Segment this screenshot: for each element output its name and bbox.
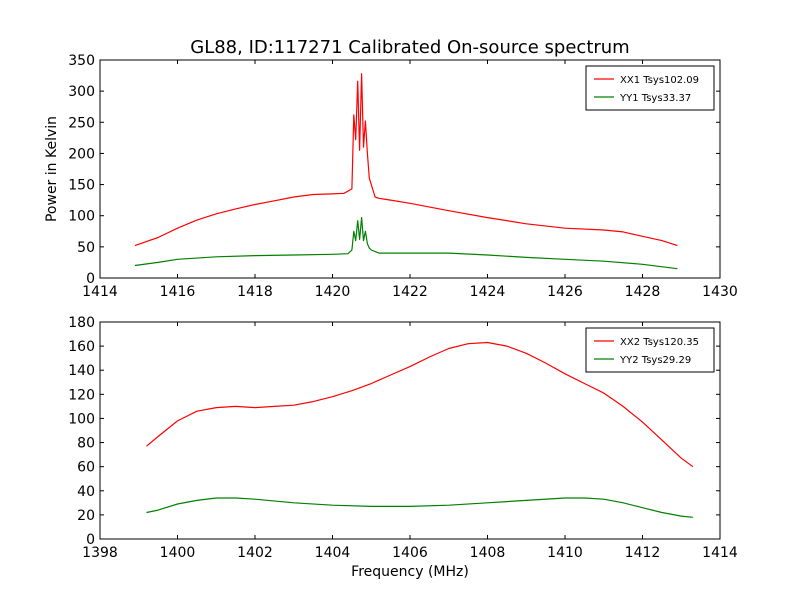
top-x-axis: 1414 1416 1418 1420 1422 1424 1426 1428 1430 <box>82 60 738 300</box>
bottom-x-tick-label: 1400 <box>160 545 196 561</box>
top-y-tick-label: 50 <box>77 240 95 256</box>
bottom-x-tick-label: 1408 <box>470 545 506 561</box>
top-y-tick-label: 150 <box>68 178 95 194</box>
bottom-y-tick-label: 20 <box>77 508 95 524</box>
top-series-line-2 <box>134 217 678 270</box>
top-series-line-1 <box>134 73 678 247</box>
bottom-plot: 1398 1400 1402 1404 1406 1408 1410 1412 1414 0 20… <box>68 315 738 580</box>
bottom-x-tick-label: 1404 <box>315 545 351 561</box>
bottom-y-tick-label: 60 <box>77 460 95 476</box>
bottom-x-tick-label: 1410 <box>547 545 583 561</box>
bottom-legend-box <box>585 327 715 373</box>
top-x-tick-label: 1426 <box>547 284 583 300</box>
bottom-legend-entry: XX2 Tsys120.35 <box>620 337 699 348</box>
top-x-tick-label: 1430 <box>702 284 738 300</box>
chart-title: GL88, ID:117271 Calibrated On-source spe… <box>190 37 629 58</box>
bottom-x-tick-label: 1406 <box>392 545 428 561</box>
bottom-y-tick-label: 80 <box>77 436 95 452</box>
top-legend-entry: YY1 Tsys33.37 <box>619 93 691 104</box>
top-plot-series <box>134 73 678 270</box>
bottom-y-tick-label: 0 <box>86 532 95 548</box>
bottom-y-tick-label: 100 <box>68 411 95 427</box>
bottom-y-tick-label: 40 <box>77 484 95 500</box>
bottom-plot-frame <box>99 321 721 540</box>
top-legend-entry: XX1 Tsys102.09 <box>620 75 699 86</box>
bottom-y-tick-label: 180 <box>68 315 95 331</box>
bottom-y-tick-label: 120 <box>68 387 95 403</box>
top-legend-box <box>585 65 715 111</box>
bottom-x-tick-label: 1414 <box>702 545 738 561</box>
top-x-tick-label: 1416 <box>160 284 196 300</box>
top-x-tick-label: 1424 <box>470 284 506 300</box>
bottom-legend-entry: YY2 Tsys29.29 <box>619 355 691 366</box>
top-y-axis: 0 50 100 150 200 250 300 350 <box>68 53 720 287</box>
bottom-series-line-2 <box>146 497 693 518</box>
bottom-legend: XX2 Tsys120.35 YY2 Tsys29.29 <box>585 327 715 373</box>
top-plot: 1414 1416 1418 1420 1422 1424 1426 1428 1430 0 50… <box>44 53 738 300</box>
bottom-y-axis: 0 20 40 60 80 100 120 140 160 180 <box>68 315 720 548</box>
top-legend: XX1 Tsys102.09 YY1 Tsys33.37 <box>585 65 715 111</box>
top-y-axis-label: Power in Kelvin <box>44 116 60 222</box>
bottom-x-tick-label: 1412 <box>625 545 661 561</box>
bottom-series-line-1 <box>146 341 694 468</box>
bottom-plot-series <box>146 341 694 518</box>
top-y-tick-label: 300 <box>68 84 95 100</box>
top-x-tick-label: 1414 <box>82 284 118 300</box>
top-plot-frame <box>99 59 721 279</box>
top-x-tick-label: 1428 <box>625 284 661 300</box>
top-x-tick-label: 1422 <box>392 284 428 300</box>
bottom-x-axis: 1398 1400 1402 1404 1406 1408 1410 1412 1414 <box>82 322 738 561</box>
top-y-tick-label: 250 <box>68 115 95 131</box>
top-x-tick-label: 1418 <box>237 284 273 300</box>
bottom-y-tick-label: 160 <box>68 339 95 355</box>
top-y-tick-label: 0 <box>86 271 95 287</box>
top-y-tick-label: 350 <box>68 53 95 69</box>
bottom-x-tick-label: 1402 <box>237 545 273 561</box>
bottom-x-tick-label: 1398 <box>82 545 118 561</box>
bottom-y-tick-label: 140 <box>68 363 95 379</box>
top-x-tick-label: 1420 <box>315 284 351 300</box>
bottom-x-axis-label: Frequency (MHz) <box>351 564 469 580</box>
top-y-tick-label: 100 <box>68 209 95 225</box>
top-y-tick-label: 200 <box>68 146 95 162</box>
